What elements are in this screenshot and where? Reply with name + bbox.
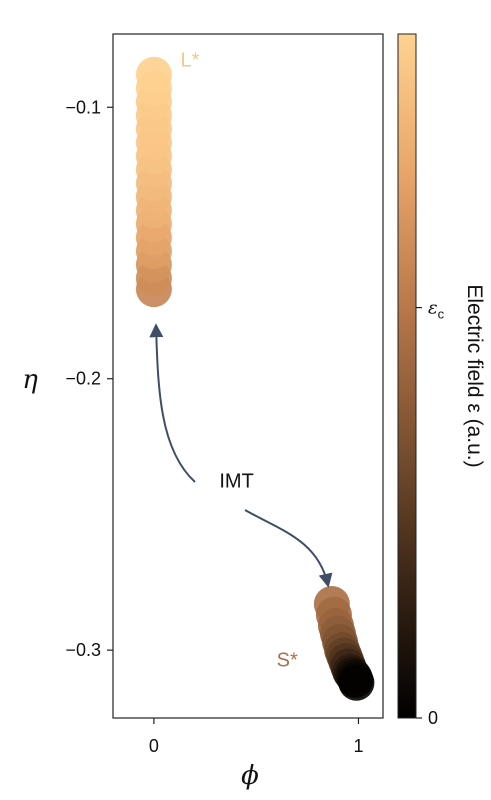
x-tick-label: 0 — [149, 736, 159, 756]
y-tick-label: −0.2 — [65, 369, 101, 389]
colorbar-tick-label: 0 — [428, 708, 438, 728]
colorbar-label: Electric field ε (a.u.) — [463, 284, 486, 467]
y-tick-label: −0.1 — [65, 97, 101, 117]
plot-frame — [112, 33, 384, 719]
annotation-imt: IMT — [219, 470, 253, 492]
imt-arrow-up — [149, 323, 196, 483]
y-axis-label: η — [22, 365, 38, 395]
annotation-s-star: S* — [277, 649, 298, 671]
x-axis-label: ϕ — [241, 761, 259, 791]
colorbar-tick-label: εc — [428, 298, 445, 322]
annotation-l-star: L* — [181, 50, 200, 72]
colorbar-ticks: 0 εc — [416, 298, 445, 728]
y-axis-ticks: −0.1 −0.2 −0.3 — [65, 97, 113, 660]
s-star-point — [338, 664, 375, 701]
y-tick-label: −0.3 — [65, 640, 101, 660]
data-points — [135, 56, 375, 701]
colorbar — [397, 33, 417, 719]
l-star-point — [135, 56, 172, 93]
x-tick-label: 1 — [353, 736, 363, 756]
imt-arrow-down — [244, 509, 333, 588]
